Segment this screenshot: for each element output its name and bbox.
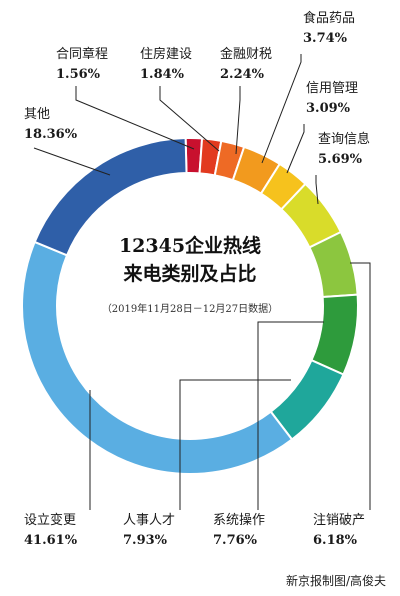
slice-label-9: 人事人才 [123, 513, 175, 528]
leader-line-7 [350, 262, 371, 510]
chart-title-line2: 来电类别及占比 [123, 262, 256, 285]
leader-line-9 [179, 379, 291, 510]
slice-label-7: 注销破产 [313, 513, 365, 528]
slice-label-6: 查询信息 [318, 131, 370, 147]
slice-labels: 合同章程 1.56% 住房建设 1.84% 金融财税 2.24% 食品药品 3.74% 信用管理… [24, 10, 370, 548]
chart-subtitle: （2019年11月28日－12月27日数据） [102, 302, 278, 315]
slice-label-3: 金融财税 [220, 46, 272, 62]
slice-value-1: 1.56% [56, 67, 101, 82]
leader-line-4 [261, 54, 302, 164]
leader-line-11 [33, 147, 111, 176]
slice-label-4: 食品药品 [303, 10, 355, 26]
slice-value-9: 7.93% [123, 533, 168, 548]
slice-value-6: 5.69% [318, 152, 363, 167]
slice-value-5: 3.09% [306, 101, 351, 116]
leader-line-1 [75, 86, 195, 150]
leader-line-3 [235, 86, 241, 155]
slice-value-7: 6.18% [313, 533, 358, 548]
leader-lines [33, 54, 371, 510]
leader-line-6 [315, 175, 319, 205]
slice-label-10: 设立变更 [24, 512, 76, 528]
slice-label-11: 其他 [24, 107, 50, 122]
slice-label-8: 系统操作 [213, 512, 265, 528]
leader-line-5 [286, 124, 305, 174]
slice-value-10: 41.61% [24, 533, 78, 548]
leader-line-2 [159, 86, 220, 152]
slice-label-1: 合同章程 [56, 46, 108, 62]
slice-label-2: 住房建设 [140, 46, 192, 62]
slice-value-3: 2.24% [220, 67, 265, 82]
slice-value-8: 7.76% [213, 533, 258, 548]
donut-slice-11 [33, 137, 188, 257]
credit-text: 新京报制图/高俊夫 [286, 573, 386, 588]
slice-value-4: 3.74% [303, 31, 348, 46]
slice-label-5: 信用管理 [306, 81, 358, 96]
slice-value-2: 1.84% [140, 67, 185, 82]
chart-title: 12345企业热线 [119, 234, 261, 257]
slice-value-11: 18.36% [24, 127, 78, 142]
leader-line-8 [257, 321, 324, 510]
